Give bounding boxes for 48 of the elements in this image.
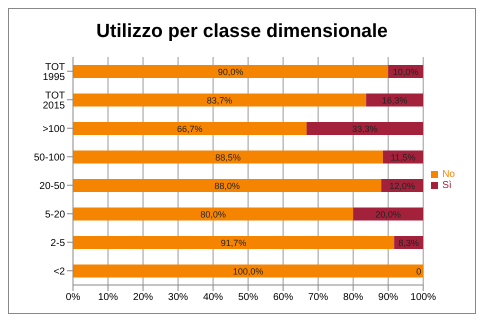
y-tick-label: >100	[42, 124, 66, 135]
bar	[73, 122, 307, 135]
y-tick-label: 20-50	[39, 180, 66, 192]
data-label: 8,3%	[398, 238, 419, 248]
x-tick-label: 50%	[238, 292, 258, 304]
bar	[73, 150, 383, 164]
bar	[73, 208, 354, 220]
data-label: 88,5%	[215, 152, 241, 162]
bar	[353, 208, 424, 220]
data-label: 11,5%	[390, 152, 416, 162]
y-tick-label: 2-5	[50, 238, 66, 249]
bar	[306, 122, 424, 135]
data-label: 16,3%	[382, 96, 408, 106]
data-label: 80,0%	[200, 210, 226, 220]
bar	[73, 236, 394, 249]
y-tick-label: TOT 2015	[42, 90, 66, 112]
chart-title: Utilizzo per classe dimensionale	[95, 21, 389, 44]
data-label: 20,0%	[375, 210, 401, 220]
x-tick-label: 90%	[378, 292, 398, 304]
x-tick-label: 40%	[203, 292, 224, 304]
y-tick-label: 50-100	[34, 152, 66, 164]
data-label: 83,7%	[206, 96, 232, 106]
y-tick-label: TOT 1995	[42, 62, 66, 83]
legend-label: No	[442, 169, 455, 180]
data-label: 88,0%	[214, 181, 240, 191]
bar	[73, 179, 382, 192]
x-tick-label: 30%	[168, 292, 188, 304]
x-tick-label: 80%	[343, 292, 364, 304]
data-label: 10,0%	[392, 67, 418, 77]
bar	[73, 65, 388, 78]
legend-label: Sì	[442, 180, 452, 191]
data-label: 33,3%	[352, 124, 378, 134]
x-tick-label: 60%	[273, 292, 294, 304]
data-label: 91,7%	[220, 238, 246, 248]
data-label: 0	[416, 266, 422, 276]
bar	[73, 94, 366, 106]
x-tick-label: 100%	[410, 292, 436, 304]
x-tick-label: 70%	[308, 292, 328, 304]
y-tick-label: 5-20	[44, 209, 66, 220]
data-label: 100,0%	[232, 266, 264, 276]
data-label: 66,7%	[177, 124, 203, 134]
bar	[73, 264, 424, 278]
x-tick-label: 10%	[98, 292, 118, 304]
data-label: 12,0%	[389, 181, 415, 191]
x-tick-label: 0%	[66, 292, 80, 304]
x-tick-label: 20%	[133, 292, 154, 304]
data-label: 90,0%	[218, 67, 244, 77]
y-tick-label: <2	[54, 266, 66, 278]
